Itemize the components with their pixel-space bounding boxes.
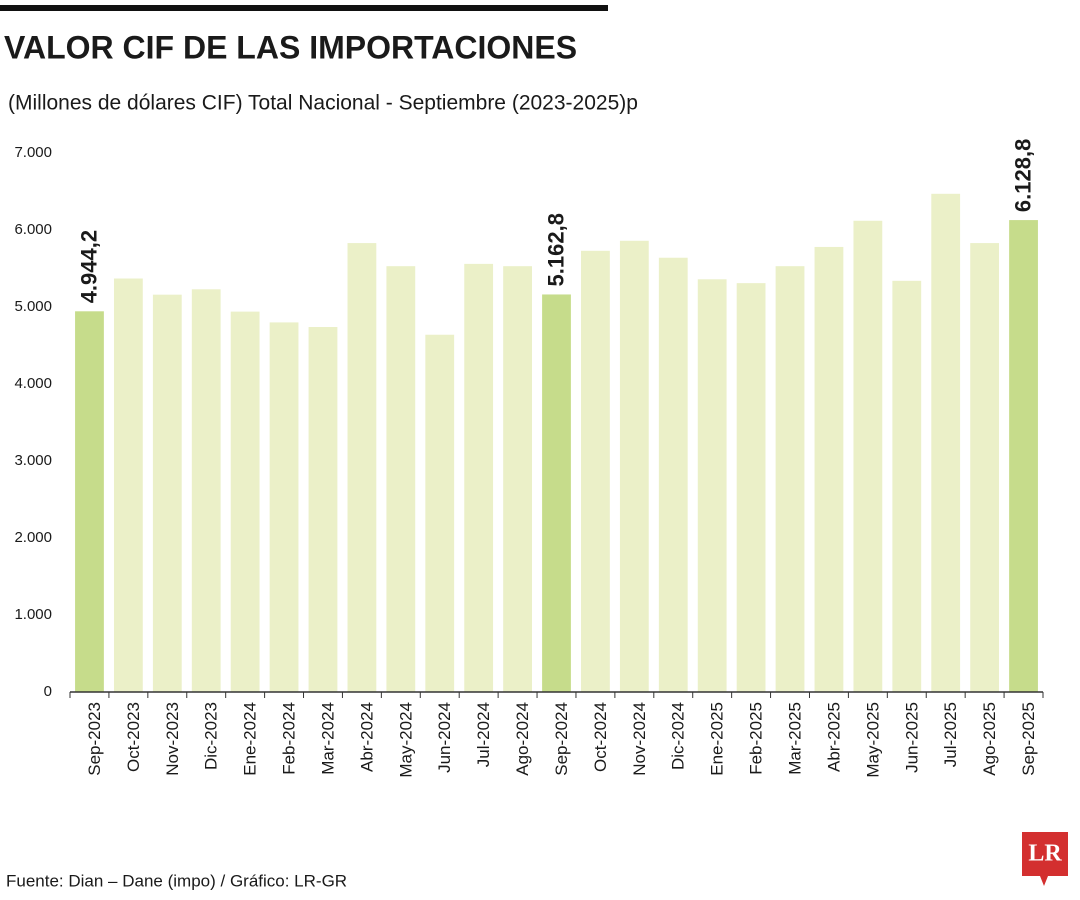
bar [503,266,532,692]
value-label: 5.162,8 [543,213,568,286]
bar [464,263,494,692]
x-tick-label: Nov-2024 [630,702,649,776]
bar [152,294,182,692]
bar [931,193,961,692]
x-tick-label: Ene-2024 [241,702,260,776]
bar [269,322,299,692]
y-tick-label: 7.000 [14,144,52,161]
source: Fuente: Dian – Dane (impo) / Gráfico: LR… [6,871,347,890]
logo-tail [1040,876,1048,886]
y-tick-label: 6.000 [14,221,52,238]
bar [308,327,338,692]
x-tick-label: Jul-2025 [941,702,960,767]
logo-box [1022,832,1068,876]
bar [970,243,1000,692]
x-tick-label: Ene-2025 [708,702,727,776]
bar [853,220,883,692]
bar [347,243,377,692]
bar [814,246,844,692]
x-tick-label: Nov-2023 [163,702,182,776]
x-tick-label: Jun-2024 [435,702,454,773]
x-tick-label: Oct-2023 [124,702,143,772]
x-tick-label: May-2025 [863,702,882,778]
bar [697,279,727,692]
x-tick-label: Ago-2025 [980,702,999,776]
x-tick-label: Abr-2025 [824,702,843,772]
bar [230,311,260,692]
x-tick-label: Jul-2024 [474,702,493,767]
value-label: 6.128,8 [1010,139,1035,212]
x-tick-label: Sep-2023 [85,702,104,776]
x-tick-label: May-2024 [396,702,415,778]
y-tick-label: 2.000 [14,529,52,546]
bar [113,278,143,692]
bar [658,257,688,692]
x-tick-label: Sep-2025 [1019,702,1038,776]
y-tick-label: 1.000 [14,606,52,623]
x-tick-label: Abr-2024 [357,702,376,772]
x-tick-label: Mar-2024 [318,702,337,775]
bar [775,266,805,692]
bar [736,283,766,692]
bar [191,289,221,692]
bar [425,334,455,692]
x-tick-label: Feb-2025 [747,702,766,775]
y-tick-label: 5.000 [14,298,52,315]
x-tick-label: Jun-2025 [902,702,921,773]
x-tick-label: Sep-2024 [552,702,571,776]
bar [1009,220,1038,692]
bar [619,240,649,692]
x-tick-label: Oct-2024 [591,702,610,772]
top-rule [0,5,608,11]
bar [581,250,610,693]
bar [75,311,104,692]
x-tick-label: Dic-2024 [669,702,688,770]
bar [542,294,571,692]
x-tick-label: Dic-2023 [202,702,221,770]
y-tick-label: 0 [44,683,52,700]
x-tick-label: Ago-2024 [513,702,532,776]
x-tick-label: Mar-2025 [786,702,805,775]
chart-title: VALOR CIF DE LAS IMPORTACIONES [4,29,577,65]
y-tick-label: 3.000 [14,452,52,469]
bar [892,280,922,692]
logo: LR [1028,841,1062,867]
x-tick-label: Feb-2024 [280,702,299,775]
y-tick-label: 4.000 [14,375,52,392]
bar [386,266,416,692]
value-label: 4.944,2 [76,230,101,303]
chart-subtitle: (Millones de dólares CIF) Total Nacional… [8,92,638,115]
